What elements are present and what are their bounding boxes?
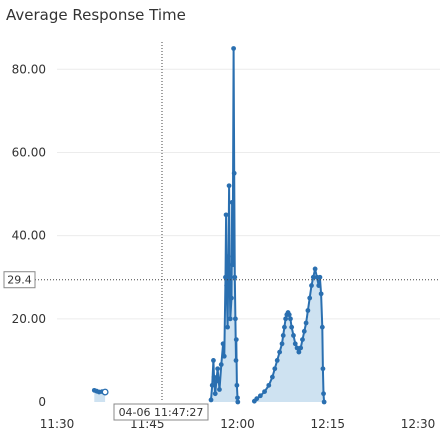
data-point[interactable] (217, 387, 222, 392)
x-tick-label: 12:15 (310, 417, 345, 431)
data-point[interactable] (227, 274, 233, 280)
data-point[interactable] (298, 345, 304, 351)
crosshair-y-badge (3, 271, 36, 289)
data-point[interactable] (227, 316, 233, 322)
data-point[interactable] (257, 393, 263, 399)
y-tick-label: 40.00 (12, 229, 46, 243)
data-point[interactable] (101, 388, 109, 396)
data-point[interactable] (231, 46, 236, 51)
data-point[interactable] (229, 295, 234, 301)
y-tick-label: 20.00 (12, 312, 46, 326)
data-point[interactable] (303, 320, 309, 326)
data-point[interactable] (321, 391, 326, 397)
data-point[interactable] (269, 374, 275, 380)
data-point[interactable] (266, 382, 272, 388)
data-point[interactable] (283, 316, 289, 322)
data-point[interactable] (289, 324, 295, 330)
data-point[interactable] (254, 396, 260, 402)
data-point[interactable] (318, 291, 324, 297)
data-point[interactable] (223, 212, 229, 218)
data-point[interactable] (317, 274, 323, 280)
data-point[interactable] (221, 353, 227, 359)
data-point[interactable] (232, 274, 238, 280)
data-point[interactable] (234, 382, 240, 388)
data-point[interactable] (309, 283, 314, 288)
data-point[interactable] (301, 328, 307, 334)
crosshair-layer: 29.4 04-06 11:47:27 (3, 42, 440, 421)
data-point[interactable] (235, 395, 240, 401)
data-point[interactable] (288, 316, 293, 322)
series-area (254, 268, 325, 402)
y-tick-label: 80.00 (12, 62, 46, 76)
x-tick-label: 12:00 (220, 417, 255, 431)
y-tick-label: 60.00 (12, 145, 46, 159)
data-point[interactable] (292, 341, 298, 347)
data-point[interactable] (274, 358, 280, 363)
data-point[interactable] (277, 349, 283, 355)
x-tick-label: 11:30 (40, 417, 75, 431)
data-point[interactable] (233, 358, 239, 363)
data-point[interactable] (280, 333, 286, 338)
data-point[interactable] (211, 374, 217, 380)
data-point[interactable] (232, 316, 238, 322)
x-tick-label: 12:30 (401, 417, 436, 431)
data-point[interactable] (307, 295, 313, 301)
data-point[interactable] (229, 199, 235, 205)
data-point[interactable] (218, 362, 224, 367)
data-point[interactable] (279, 341, 285, 347)
data-point[interactable] (262, 389, 267, 395)
data-point[interactable] (272, 366, 278, 372)
point-layer (91, 46, 327, 405)
data-point[interactable] (235, 399, 241, 405)
data-point[interactable] (319, 324, 325, 330)
y-tick-label: 0 (38, 395, 46, 409)
data-point[interactable] (291, 333, 296, 338)
chart-title: Average Response Time (6, 6, 186, 24)
data-point[interactable] (310, 274, 316, 280)
data-point[interactable] (316, 283, 322, 288)
data-point[interactable] (209, 382, 215, 388)
crosshair-x-value: 04-06 11:47:27 (119, 406, 204, 419)
data-point[interactable] (231, 170, 237, 176)
data-point[interactable] (226, 254, 231, 259)
data-point[interactable] (226, 183, 232, 189)
grid-layer (57, 68, 440, 320)
data-point[interactable] (300, 337, 305, 343)
data-point[interactable] (211, 358, 216, 363)
data-point[interactable] (230, 262, 236, 268)
data-point[interactable] (296, 349, 302, 355)
data-point[interactable] (233, 337, 239, 343)
data-point[interactable] (286, 312, 292, 318)
data-point[interactable] (215, 366, 221, 372)
data-point[interactable] (212, 391, 218, 397)
data-point[interactable] (305, 308, 311, 313)
area-layer (94, 48, 325, 402)
data-point[interactable] (224, 283, 230, 288)
crosshair-x-badge (113, 403, 209, 421)
crosshair-y-value: 29.4 (7, 274, 32, 287)
data-point[interactable] (294, 345, 300, 351)
data-point[interactable] (220, 341, 226, 347)
data-point[interactable] (225, 324, 230, 330)
data-point[interactable] (282, 324, 287, 330)
data-point[interactable] (321, 399, 327, 405)
data-point[interactable] (320, 366, 326, 372)
data-point[interactable] (214, 378, 219, 384)
data-point[interactable] (312, 266, 318, 272)
data-point[interactable] (223, 274, 228, 280)
data-point[interactable] (208, 397, 214, 403)
